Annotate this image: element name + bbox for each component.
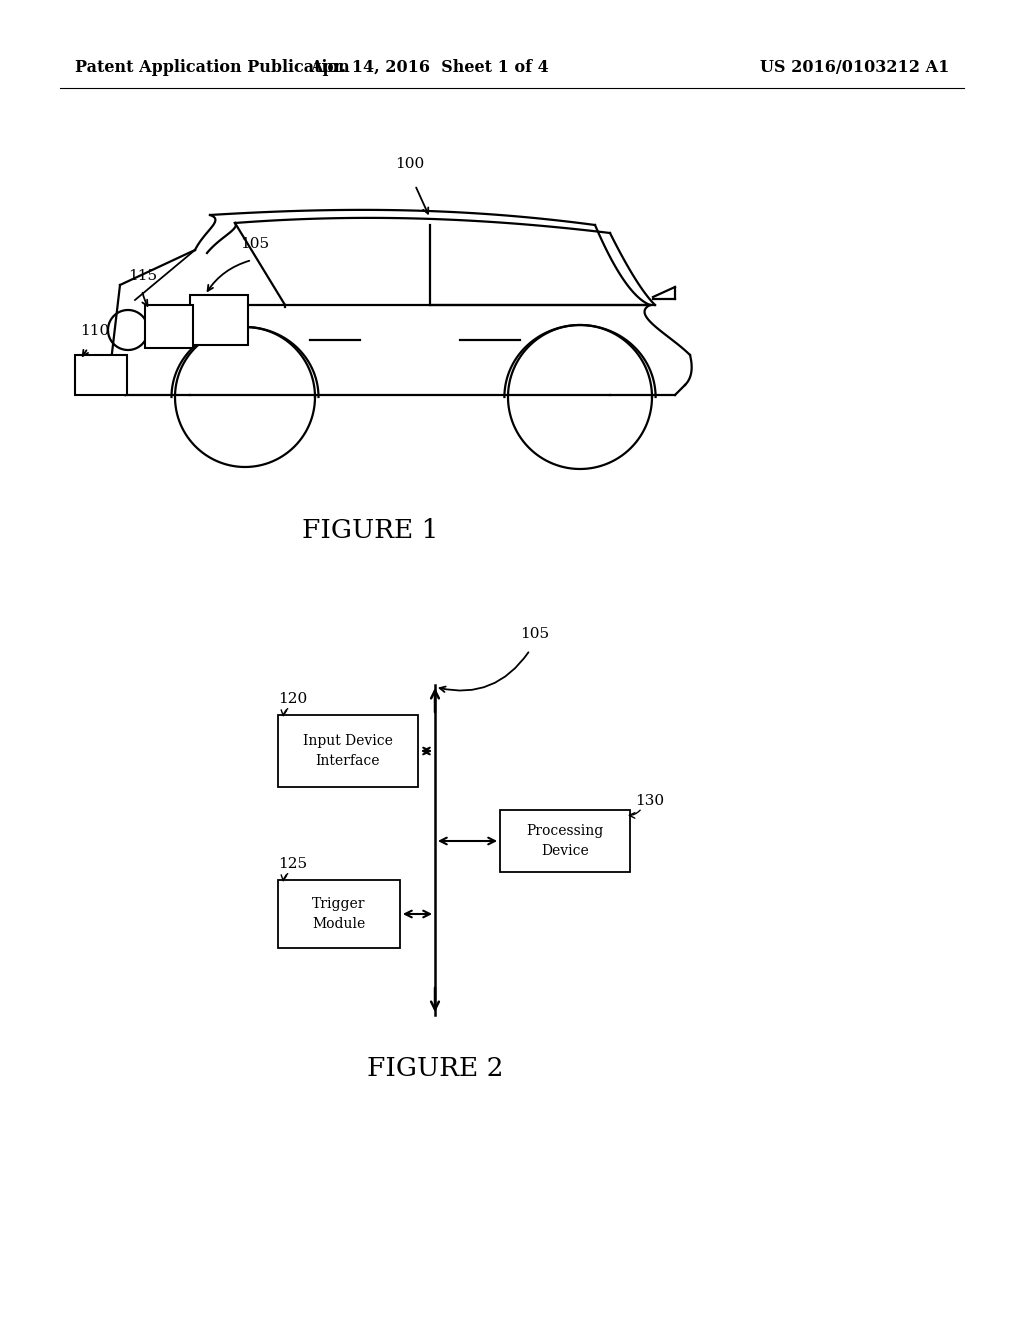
Bar bbox=[278, 880, 400, 948]
Text: Input Device
Interface: Input Device Interface bbox=[303, 734, 393, 768]
Text: 125: 125 bbox=[278, 857, 307, 871]
Bar bbox=[75, 355, 127, 395]
Text: 100: 100 bbox=[395, 157, 424, 172]
Text: FIGURE 1: FIGURE 1 bbox=[302, 517, 438, 543]
Text: 120: 120 bbox=[278, 692, 307, 706]
Text: 115: 115 bbox=[128, 269, 157, 282]
Bar bbox=[190, 294, 248, 345]
Bar bbox=[145, 305, 193, 348]
Text: 105: 105 bbox=[240, 238, 269, 251]
Text: 110: 110 bbox=[80, 323, 110, 338]
Bar bbox=[500, 810, 630, 873]
Text: Processing
Device: Processing Device bbox=[526, 824, 603, 858]
Text: 105: 105 bbox=[520, 627, 549, 642]
Text: 130: 130 bbox=[635, 795, 665, 808]
Text: Apr. 14, 2016  Sheet 1 of 4: Apr. 14, 2016 Sheet 1 of 4 bbox=[310, 59, 549, 77]
Text: FIGURE 2: FIGURE 2 bbox=[367, 1056, 503, 1081]
Text: Patent Application Publication: Patent Application Publication bbox=[75, 59, 350, 77]
Text: US 2016/0103212 A1: US 2016/0103212 A1 bbox=[760, 59, 949, 77]
Bar bbox=[278, 715, 418, 787]
Text: Trigger
Module: Trigger Module bbox=[312, 898, 366, 931]
